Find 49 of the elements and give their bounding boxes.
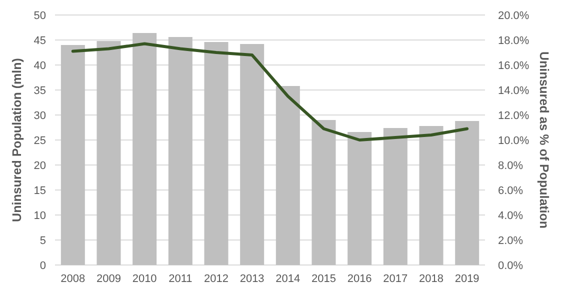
y2-axis-title: Uninsured as % of Population	[537, 51, 551, 229]
bar	[132, 33, 157, 265]
bar	[240, 44, 264, 265]
x-tick-label: 2016	[347, 273, 372, 285]
y-tick-label: 10	[34, 210, 46, 222]
y-tick-label: 15	[34, 184, 46, 197]
y-tick-label: 45	[34, 34, 46, 47]
x-tick-label: 2014	[276, 273, 300, 285]
bar	[419, 126, 444, 265]
x-tick-label: 2018	[419, 273, 444, 285]
bar	[312, 120, 336, 265]
x-tick-label: 2011	[168, 273, 192, 285]
y-tick-label: 35	[34, 84, 46, 97]
y2-tick-label: 2.0%	[498, 234, 524, 247]
x-tick-label: 2015	[312, 273, 336, 285]
y2-tick-label: 6.0%	[498, 184, 524, 197]
y-tick-label: 20	[34, 160, 46, 172]
y2-tick-label: 4.0%	[498, 210, 524, 222]
y-tick-label: 50	[34, 10, 46, 22]
y2-tick-label: 12.0%	[498, 110, 530, 122]
x-tick-label: 2019	[454, 273, 480, 285]
x-tick-label: 2008	[60, 273, 86, 285]
bar	[383, 128, 408, 265]
y2-tick-label: 10.0%	[498, 134, 530, 147]
y-tick-label: 0	[40, 260, 46, 272]
y2-tick-label: 0.0%	[498, 260, 524, 272]
x-tick-label: 2013	[240, 273, 264, 285]
y2-tick-label: 20.0%	[498, 10, 530, 22]
bar	[168, 37, 192, 265]
y-tick-label: 40	[34, 60, 46, 72]
x-tick-label: 2009	[96, 273, 121, 285]
bar	[96, 41, 121, 265]
bar	[455, 121, 480, 265]
y2-tick-label: 16.0%	[498, 60, 530, 72]
bar	[276, 86, 300, 265]
y-tick-label: 5	[40, 234, 46, 247]
x-tick-label: 2010	[132, 273, 157, 285]
bar	[348, 132, 372, 265]
x-tick-label: 2012	[204, 273, 228, 285]
y2-tick-label: 14.0%	[498, 84, 530, 97]
y-tick-label: 25	[34, 134, 46, 147]
x-tick-label: 2017	[383, 273, 408, 285]
y2-tick-label: 8.0%	[498, 160, 524, 172]
y2-tick-label: 18.0%	[498, 34, 530, 47]
y-tick-label: 30	[34, 110, 46, 122]
line-series	[71, 42, 469, 142]
y-axis-title: Uninsured Population (mln)	[10, 58, 24, 222]
bar	[60, 45, 85, 265]
bar	[204, 42, 228, 265]
